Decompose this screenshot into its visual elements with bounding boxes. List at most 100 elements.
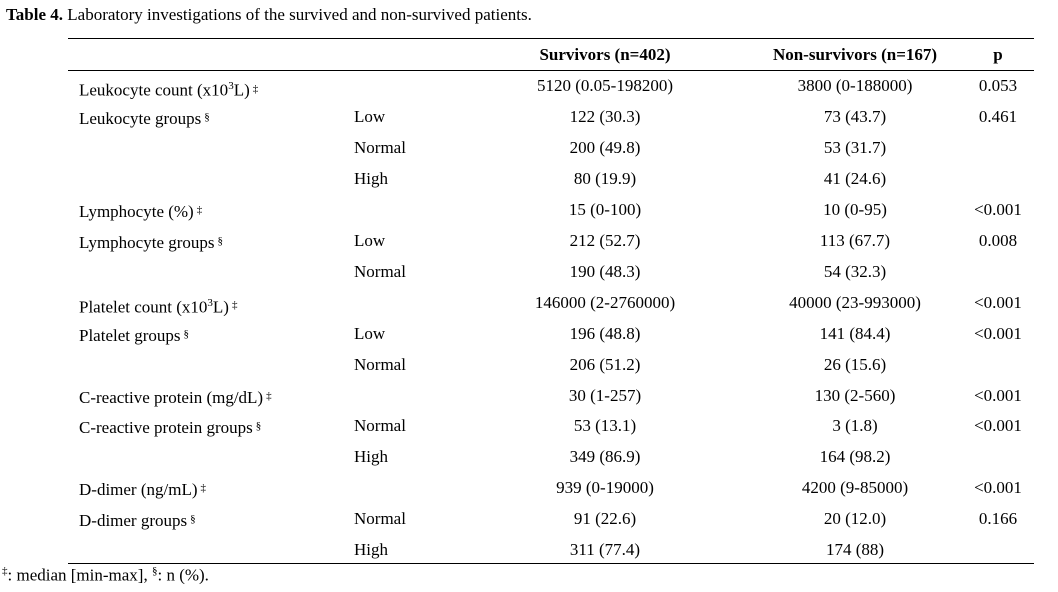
table-header-row: Survivors (n=402) Non-survivors (n=167) … bbox=[68, 40, 1034, 70]
row-non-survivors-value: 53 (31.7) bbox=[823, 137, 887, 157]
row-footnote-mark: ‡ bbox=[252, 82, 259, 95]
table-top-rule bbox=[68, 38, 1034, 39]
row-variable-label: D-dimer (ng/mL) bbox=[79, 480, 198, 500]
header-non-survivors: Non-survivors (n=167) bbox=[772, 45, 938, 64]
row-non-survivors-value: 130 (2-560) bbox=[814, 385, 896, 405]
row-subgroup: High bbox=[354, 447, 388, 467]
row-survivors-value: 30 (1-257) bbox=[568, 385, 642, 405]
row-variable: C-reactive protein (mg/dL) ‡ bbox=[79, 381, 272, 413]
row-p-value: 0.008 bbox=[978, 230, 1018, 250]
row-variable-label: Platelet count (x10 bbox=[79, 297, 208, 317]
table-row: C-reactive protein (mg/dL) ‡ 30 (1-257) 130… bbox=[68, 381, 1034, 411]
row-survivors-value: 206 (51.2) bbox=[569, 354, 641, 374]
row-footnote-mark: § bbox=[255, 420, 262, 433]
row-survivors-value: 5120 (0.05-198200) bbox=[537, 76, 673, 95]
row-survivors-value: 200 (49.8) bbox=[569, 137, 641, 157]
footnote-mark-section: § bbox=[151, 565, 158, 577]
table-row: High 349 (86.9) 164 (98.2) bbox=[68, 442, 1034, 472]
table-bottom-rule bbox=[68, 563, 1034, 564]
table-row: Lymphocyte groups § Low 212 (52.7) 113 (67.7… bbox=[68, 226, 1034, 256]
table-row: D-dimer groups § Normal 91 (22.6) 20 (12.0) 0… bbox=[68, 504, 1034, 534]
row-variable: C-reactive protein groups § bbox=[79, 411, 261, 443]
row-survivors-value: 122 (30.3) bbox=[569, 106, 641, 126]
row-p-value: 0.166 bbox=[978, 509, 1018, 529]
table-row: Normal 200 (49.8) 53 (31.7) bbox=[68, 133, 1034, 163]
row-survivors-value: 53 (13.1) bbox=[573, 416, 637, 436]
row-survivors-value: 80 (19.9) bbox=[573, 168, 637, 188]
table-caption: Table 4. Laboratory investigations of th… bbox=[6, 5, 532, 25]
row-p-value: 0.053 bbox=[978, 76, 1018, 95]
table-row: Normal 190 (48.3) 54 (32.3) bbox=[68, 257, 1034, 287]
row-non-survivors-value: 73 (43.7) bbox=[823, 106, 887, 126]
row-subgroup: Normal bbox=[354, 261, 406, 281]
table-row: Leukocyte count (x103L) ‡ 5120 (0.05-19820… bbox=[68, 71, 1034, 101]
row-footnote-mark: § bbox=[217, 234, 224, 247]
row-survivors-value: 91 (22.6) bbox=[573, 509, 637, 529]
row-survivors-value: 196 (48.8) bbox=[569, 323, 641, 343]
footnote-text-median: : median [min-max], bbox=[7, 565, 152, 585]
row-variable-label: Lymphocyte (%) bbox=[79, 201, 194, 221]
row-non-survivors-value: 26 (15.6) bbox=[823, 354, 887, 374]
row-variable-label: Lymphocyte groups bbox=[79, 232, 215, 252]
row-variable-label: Leukocyte groups bbox=[79, 108, 202, 128]
table-row: Platelet groups § Low 196 (48.8) 141 (84.4) <… bbox=[68, 319, 1034, 349]
row-subgroup: Low bbox=[354, 230, 386, 250]
row-survivors-value: 349 (86.9) bbox=[569, 447, 641, 467]
row-variable-label: C-reactive protein groups bbox=[79, 418, 253, 438]
row-variable: Platelet groups § bbox=[79, 319, 189, 351]
row-non-survivors-value: 4200 (9-85000) bbox=[801, 478, 909, 498]
row-p-value: <0.001 bbox=[974, 199, 1022, 219]
row-subgroup: High bbox=[354, 168, 388, 188]
row-non-survivors-value: 40000 (23-993000) bbox=[789, 292, 921, 312]
table-row: Normal 206 (51.2) 26 (15.6) bbox=[68, 350, 1034, 380]
row-footnote-mark: ‡ bbox=[196, 203, 203, 216]
header-survivors: Survivors (n=402) bbox=[539, 45, 671, 64]
row-footnote-mark: § bbox=[183, 327, 190, 340]
row-variable: Platelet count (x103L) ‡ bbox=[79, 288, 237, 323]
row-variable: Lymphocyte groups § bbox=[79, 226, 223, 258]
row-subgroup: Low bbox=[354, 323, 386, 343]
row-variable-unit-end: L) bbox=[212, 297, 229, 317]
row-survivors-value: 190 (48.3) bbox=[569, 261, 641, 281]
row-footnote-mark: § bbox=[190, 513, 196, 526]
row-p-value: <0.001 bbox=[974, 416, 1022, 436]
row-p-value: 0.461 bbox=[978, 106, 1018, 126]
header-p: p bbox=[993, 45, 1003, 64]
row-variable: Leukocyte count (x103L) ‡ bbox=[79, 71, 258, 106]
row-survivors-value: 15 (0-100) bbox=[568, 199, 642, 219]
row-non-survivors-value: 3800 (0-188000) bbox=[797, 76, 913, 95]
row-non-survivors-value: 164 (98.2) bbox=[819, 447, 891, 467]
row-non-survivors-value: 3 (1.8) bbox=[832, 416, 878, 436]
row-subgroup: Normal bbox=[354, 137, 406, 157]
row-survivors-value: 146000 (2-2760000) bbox=[534, 292, 676, 312]
row-subgroup: Normal bbox=[354, 354, 406, 374]
table-row: High 80 (19.9) 41 (24.6) bbox=[68, 164, 1034, 194]
row-non-survivors-value: 10 (0-95) bbox=[823, 199, 887, 219]
footnote-text-n: : n (%). bbox=[157, 565, 209, 585]
row-subgroup: Normal bbox=[354, 416, 406, 436]
row-survivors-value: 311 (77.4) bbox=[569, 540, 641, 560]
row-non-survivors-value: 113 (67.7) bbox=[819, 230, 891, 250]
row-p-value: <0.001 bbox=[974, 385, 1022, 405]
row-non-survivors-value: 41 (24.6) bbox=[823, 168, 887, 188]
row-subgroup: Low bbox=[354, 106, 386, 126]
row-variable: D-dimer (ng/mL) ‡ bbox=[79, 473, 206, 505]
row-variable: Lymphocyte (%) ‡ bbox=[79, 195, 202, 227]
table-row: C-reactive protein groups § Normal 53 (13.1… bbox=[68, 411, 1034, 441]
row-footnote-mark: ‡ bbox=[266, 389, 272, 402]
table-row: Platelet count (x103L) ‡ 146000 (2-2760000… bbox=[68, 288, 1034, 318]
table-row: High 311 (77.4) 174 (88) bbox=[68, 535, 1034, 565]
footnote-mark-double-dagger: ‡ bbox=[2, 565, 8, 577]
row-non-survivors-value: 20 (12.0) bbox=[823, 509, 887, 529]
row-non-survivors-value: 54 (32.3) bbox=[823, 261, 887, 281]
row-non-survivors-value: 174 (88) bbox=[825, 540, 885, 560]
row-survivors-value: 212 (52.7) bbox=[569, 230, 641, 250]
table-caption-label: Table 4. bbox=[6, 5, 64, 24]
row-variable-label: Platelet groups bbox=[79, 325, 181, 345]
table-footnote: ‡: median [min-max], §: n (%). bbox=[2, 565, 209, 586]
row-variable-label: Leukocyte count (x10 bbox=[79, 80, 229, 100]
row-p-value: <0.001 bbox=[974, 323, 1022, 343]
row-variable-label: D-dimer groups bbox=[79, 511, 188, 531]
row-variable-superscript: 3 bbox=[207, 296, 213, 309]
row-variable: Leukocyte groups § bbox=[79, 102, 210, 134]
